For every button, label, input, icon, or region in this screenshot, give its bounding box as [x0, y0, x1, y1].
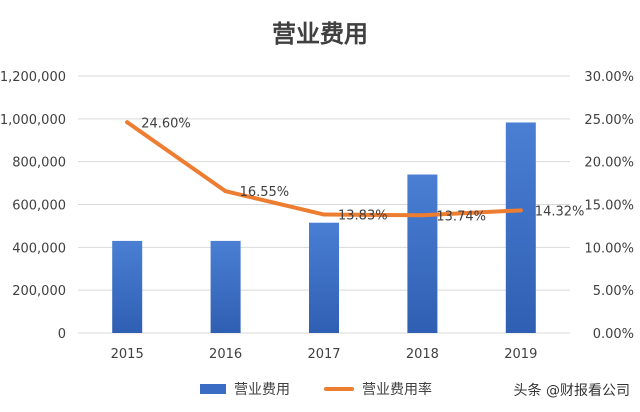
x-tick-label: 2018	[406, 347, 439, 362]
line-data-label: 24.60%	[141, 116, 191, 131]
bar-2019	[505, 122, 536, 333]
line-point-2018	[420, 213, 425, 218]
y-right-tick-label: 10.00%	[584, 241, 634, 256]
chart-legend: 营业费用 营业费用率	[200, 378, 466, 400]
bar-2015	[112, 240, 143, 333]
legend-swatch-line	[324, 387, 354, 391]
y-left-tick-label: 600,000	[12, 199, 66, 214]
line-point-2016	[223, 189, 228, 194]
y-right-tick-label: 15.00%	[584, 199, 634, 214]
series-line-rate	[125, 120, 523, 218]
x-tick-label: 2015	[111, 347, 144, 362]
y-left-tick-label: 1,200,000	[0, 70, 66, 85]
y-left-tick-label: 400,000	[12, 241, 66, 256]
line-data-label: 14.32%	[535, 204, 585, 219]
y-left-tick-label: 800,000	[12, 156, 66, 171]
line-point-2015	[125, 120, 130, 125]
line-data-label: 13.74%	[436, 209, 486, 224]
x-tick-label: 2019	[504, 347, 537, 362]
legend-label-bar: 营业费用	[234, 382, 290, 398]
y-right-tick-label: 5.00%	[593, 284, 634, 299]
x-tick-label: 2017	[307, 347, 340, 362]
line-point-2019	[518, 208, 523, 213]
line-data-label: 16.55%	[240, 185, 290, 200]
y-right-tick-label: 25.00%	[584, 113, 634, 128]
x-tick-label: 2016	[209, 347, 242, 362]
watermark-text: 头条 @财报看公司	[513, 383, 630, 399]
legend-item-line: 营业费用率	[324, 379, 432, 399]
bar-2016	[210, 240, 241, 333]
y-left-tick-label: 200,000	[12, 284, 66, 299]
legend-label-line: 营业费用率	[362, 382, 432, 398]
line-point-2017	[322, 212, 326, 217]
legend-swatch-bar	[200, 384, 226, 394]
line-data-label: 13.83%	[338, 209, 388, 224]
legend-item-bar: 营业费用	[200, 379, 290, 399]
bar-2017	[309, 222, 339, 333]
y-right-tick-label: 20.00%	[584, 156, 634, 171]
y-right-tick-label: 0.00%	[593, 327, 634, 342]
chart-title: 营业费用	[272, 20, 368, 48]
y-right-tick-label: 30.00%	[584, 70, 634, 85]
y-left-tick-label: 0	[58, 327, 66, 342]
bar-2018	[407, 174, 438, 333]
y-left-tick-label: 1,000,000	[0, 113, 66, 128]
